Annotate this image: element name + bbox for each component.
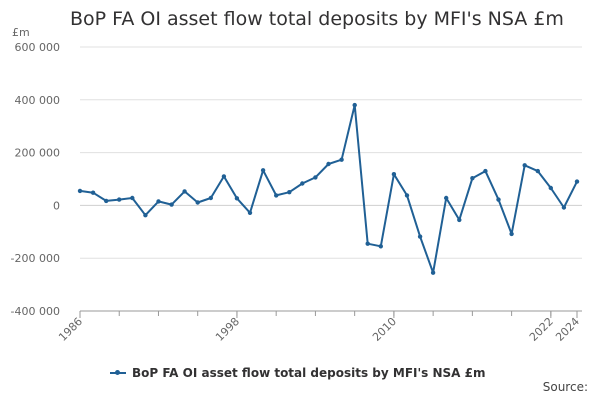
y-tick-label: 400 000	[15, 94, 61, 107]
data-point[interactable]	[535, 168, 540, 174]
legend-label: BoP FA OI asset flow total deposits by M…	[132, 366, 486, 380]
tick-labels: -400 000 -200 000 0 200 000 400 000 600 000 £m…	[11, 26, 583, 344]
data-point[interactable]	[182, 189, 187, 194]
data-point[interactable]	[130, 195, 135, 201]
data-point[interactable]	[195, 200, 200, 205]
data-point[interactable]	[287, 190, 292, 195]
source-credit[interactable]: Source:	[542, 380, 588, 394]
data-point[interactable]	[444, 195, 449, 201]
data-point[interactable]	[260, 168, 266, 173]
y-tick-label: -200 000	[11, 252, 60, 265]
data-point[interactable]	[574, 179, 580, 184]
legend-swatch-icon	[110, 370, 126, 375]
series-line	[79, 104, 578, 274]
data-point[interactable]	[313, 175, 318, 180]
series-points	[77, 102, 580, 275]
x-tick-label: 2010	[370, 315, 399, 344]
data-point[interactable]	[234, 196, 240, 201]
data-point[interactable]	[404, 193, 410, 198]
data-point[interactable]	[365, 241, 370, 246]
x-tick-label: 1986	[56, 315, 85, 344]
y-tick-label: 0	[53, 199, 60, 212]
legend: BoP FA OI asset flow total deposits by M…	[110, 366, 486, 380]
data-point[interactable]	[104, 198, 109, 204]
data-point[interactable]	[391, 172, 397, 177]
data-point[interactable]	[561, 205, 567, 210]
y-tick-label: -400 000	[11, 305, 60, 318]
axes	[79, 310, 582, 318]
gridlines	[80, 46, 582, 312]
data-point[interactable]	[77, 188, 83, 194]
data-point[interactable]	[208, 195, 213, 201]
data-point[interactable]	[90, 190, 96, 195]
x-tick-label: 1998	[213, 315, 242, 344]
data-point[interactable]	[339, 157, 344, 162]
data-point[interactable]	[221, 174, 227, 179]
data-point[interactable]	[470, 176, 475, 181]
y-tick-label: 200 000	[15, 147, 61, 160]
data-point[interactable]	[169, 202, 174, 207]
data-point[interactable]	[274, 193, 279, 198]
y-tick-label: 600 000	[15, 41, 61, 54]
data-point[interactable]	[430, 270, 436, 275]
data-point[interactable]	[247, 210, 253, 215]
data-point[interactable]	[117, 197, 122, 202]
data-point[interactable]	[300, 181, 305, 186]
data-point[interactable]	[483, 168, 488, 174]
data-point[interactable]	[522, 163, 527, 168]
data-point[interactable]	[378, 244, 383, 249]
data-point[interactable]	[156, 199, 161, 204]
data-point[interactable]	[509, 231, 514, 237]
data-point[interactable]	[496, 197, 501, 202]
y-axis-unit-label: £m	[12, 26, 30, 39]
x-tick-label: 2022	[527, 315, 556, 344]
data-point[interactable]	[143, 213, 148, 218]
data-point[interactable]	[352, 102, 357, 108]
data-point[interactable]	[326, 161, 331, 167]
series-line-layer	[79, 104, 578, 274]
data-point[interactable]	[457, 217, 462, 223]
data-point[interactable]	[548, 185, 553, 191]
chart-title: BoP FA OI asset flow total deposits by M…	[70, 8, 564, 30]
data-point[interactable]	[417, 234, 423, 239]
x-tick-label: 2024	[553, 315, 582, 344]
